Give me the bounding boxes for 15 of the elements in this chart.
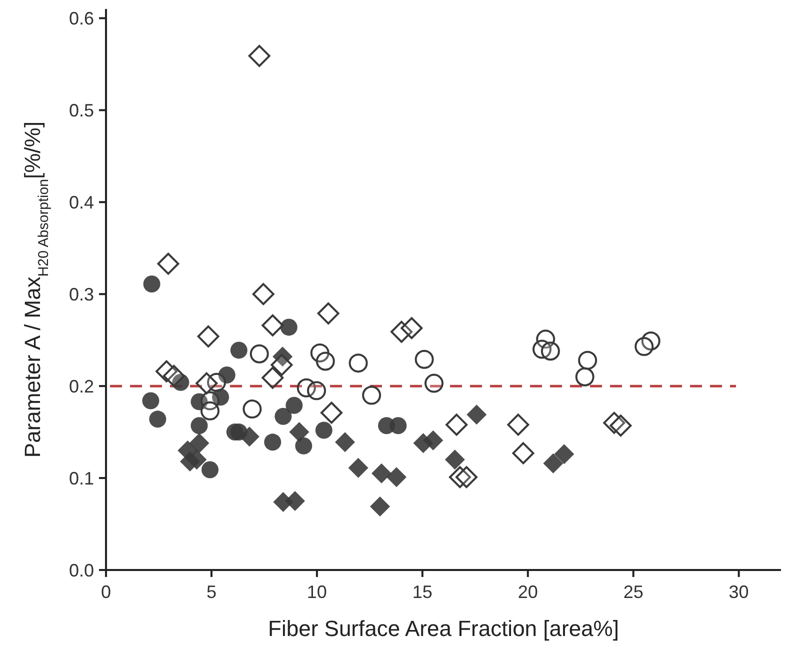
x-tick-label: 0 xyxy=(100,582,112,602)
y-tick-label: 0.2 xyxy=(68,376,94,396)
x-tick-label: 15 xyxy=(412,582,432,602)
y-tick-label: 0.5 xyxy=(68,100,94,120)
y-tick-label: 0.3 xyxy=(68,284,94,304)
y-tick-label: 0.4 xyxy=(68,192,94,212)
x-tick-label: 30 xyxy=(728,582,749,602)
y-tick-label: 0.6 xyxy=(68,8,94,28)
x-axis-title: Fiber Surface Area Fraction [area%] xyxy=(268,616,619,641)
x-tick-label: 10 xyxy=(306,582,327,602)
x-tick-label: 5 xyxy=(206,582,216,602)
x-tick-label: 20 xyxy=(518,582,538,602)
y-tick-label: 0.1 xyxy=(68,468,94,488)
y-tick-label: 0.0 xyxy=(68,560,94,580)
x-tick-label: 25 xyxy=(623,582,644,602)
